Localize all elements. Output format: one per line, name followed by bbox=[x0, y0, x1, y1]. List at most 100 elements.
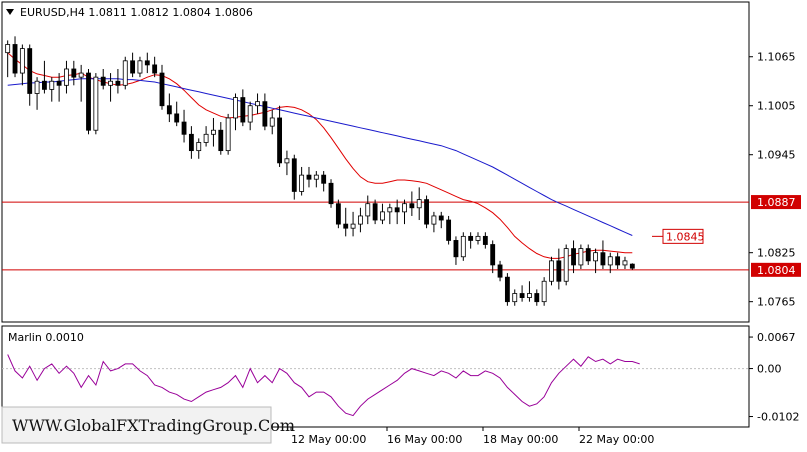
candle-body bbox=[56, 80, 62, 86]
candle bbox=[490, 240, 496, 274]
price-tick-label-4: 1.0765 bbox=[757, 296, 796, 309]
candle-body bbox=[262, 101, 268, 127]
candle-body bbox=[343, 223, 349, 229]
indicator-title: Marlin 0.0010 bbox=[8, 331, 84, 344]
candle bbox=[446, 215, 452, 245]
price-tick-label-3: 1.0825 bbox=[757, 247, 796, 260]
candle bbox=[541, 277, 547, 306]
candle-body bbox=[416, 199, 422, 209]
candle-body bbox=[284, 158, 290, 164]
candle bbox=[387, 203, 393, 225]
candle bbox=[196, 138, 202, 159]
candle bbox=[335, 199, 341, 229]
candle bbox=[86, 68, 91, 135]
candle-body bbox=[475, 235, 481, 241]
candle-body bbox=[504, 276, 510, 303]
candle bbox=[34, 77, 40, 110]
candle-body bbox=[372, 203, 378, 221]
level-tag-1 bbox=[751, 262, 801, 277]
candle bbox=[438, 211, 444, 229]
candle bbox=[269, 109, 275, 135]
candle-body bbox=[431, 215, 437, 225]
price-tick-label-0: 1.1065 bbox=[757, 51, 796, 64]
level-tag-0 bbox=[751, 195, 801, 210]
candle bbox=[512, 289, 518, 306]
candle bbox=[585, 244, 591, 265]
candle bbox=[211, 117, 216, 147]
candle bbox=[137, 56, 143, 78]
candle bbox=[299, 166, 305, 196]
candle bbox=[365, 195, 371, 225]
candle-body bbox=[174, 113, 180, 123]
candle bbox=[497, 260, 503, 282]
candle bbox=[622, 256, 628, 270]
candle bbox=[578, 244, 584, 270]
candle bbox=[313, 171, 319, 188]
candle-body bbox=[152, 64, 158, 74]
indicator-tick-label-1: 0.00 bbox=[757, 363, 782, 376]
time-tick-label-1: 16 May 00:00 bbox=[387, 433, 462, 446]
candle-body bbox=[211, 129, 216, 135]
candle-body bbox=[357, 215, 363, 225]
candle bbox=[71, 60, 77, 86]
candle-body bbox=[159, 72, 165, 107]
candle-body bbox=[166, 105, 172, 115]
candle-body bbox=[78, 72, 84, 78]
candle bbox=[130, 52, 136, 78]
candlesticks bbox=[5, 36, 635, 306]
candle-body bbox=[490, 244, 496, 266]
candle-body bbox=[446, 219, 452, 241]
candle bbox=[593, 248, 599, 274]
candle-body bbox=[34, 80, 40, 94]
candle-body bbox=[534, 293, 540, 303]
candle-body bbox=[549, 260, 554, 282]
candle-body bbox=[115, 80, 121, 86]
candle-body bbox=[188, 133, 194, 152]
candle-body bbox=[291, 158, 297, 192]
candle-body bbox=[527, 293, 532, 298]
candle bbox=[188, 126, 194, 159]
candle-body bbox=[269, 117, 275, 127]
candle-body bbox=[460, 235, 466, 258]
candle bbox=[453, 236, 459, 265]
candle-body bbox=[629, 263, 635, 269]
candle bbox=[108, 73, 113, 102]
moving-average-1 bbox=[7, 78, 633, 236]
candle-body bbox=[71, 68, 77, 78]
candle bbox=[27, 44, 33, 106]
candle-body bbox=[438, 215, 444, 221]
candle-body bbox=[607, 256, 613, 266]
candle-body bbox=[306, 174, 312, 180]
dropdown-triangle-icon[interactable] bbox=[6, 9, 14, 15]
time-tick-label-3: 22 May 00:00 bbox=[579, 433, 654, 446]
candle-body bbox=[578, 248, 584, 266]
candle-body bbox=[218, 129, 224, 152]
candle-body bbox=[93, 76, 99, 131]
watermark: WWW.GlobalFXTradingGroup.Com bbox=[1, 406, 295, 444]
candle bbox=[247, 101, 253, 131]
candle-body bbox=[108, 80, 113, 86]
candle bbox=[416, 187, 422, 221]
candle bbox=[203, 126, 209, 147]
candle bbox=[409, 191, 415, 216]
candle bbox=[563, 244, 569, 286]
time-axis: 12 May 00:00 16 May 00:00 18 May 00:00 22 M… bbox=[290, 427, 654, 446]
candle bbox=[394, 199, 400, 225]
indicator-series bbox=[2, 354, 749, 417]
candle bbox=[600, 240, 606, 270]
candle bbox=[93, 73, 99, 135]
symbol-header: EURUSD,H4 1.0811 1.0812 1.0804 1.0806 bbox=[20, 6, 253, 19]
time-tick-label-2: 18 May 00:00 bbox=[483, 433, 558, 446]
candle bbox=[534, 289, 540, 306]
level-label-1: 1.0804 bbox=[757, 264, 796, 277]
candle bbox=[571, 240, 576, 274]
candle-body bbox=[571, 248, 576, 266]
candle bbox=[19, 44, 25, 86]
price-tick-label-2: 1.0945 bbox=[757, 149, 796, 162]
candle bbox=[482, 232, 488, 249]
candle bbox=[615, 252, 621, 270]
candle bbox=[431, 211, 437, 233]
candle-body bbox=[277, 117, 283, 164]
main-panel bbox=[1, 1, 750, 323]
